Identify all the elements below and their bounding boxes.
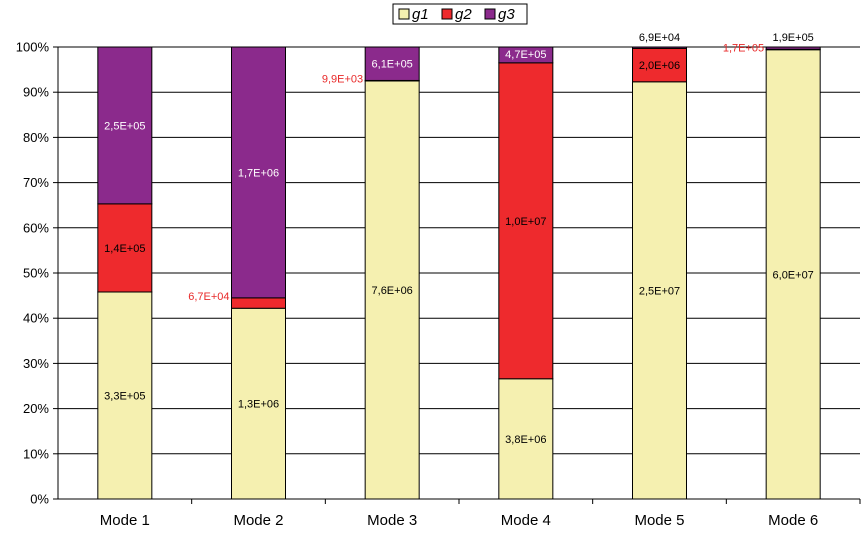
- legend-swatch-g3: [484, 8, 496, 20]
- bar-segment-g1: [498, 378, 554, 500]
- bar-segment-g3: [765, 46, 821, 50]
- y-tick-label: 90%: [23, 85, 49, 100]
- grid-lines: [58, 46, 860, 455]
- bar-segment-g1: [765, 49, 821, 500]
- y-tick-label: 20%: [23, 401, 49, 416]
- y-tick-label: 0%: [30, 492, 49, 507]
- legend-label-g3: g3: [498, 6, 515, 23]
- x-tick-label: Mode 4: [501, 512, 551, 529]
- bar-segment-g3: [97, 46, 153, 205]
- data-label: 1,3E+06: [238, 399, 279, 411]
- x-tick-label: Mode 2: [233, 512, 283, 529]
- bars: [97, 46, 821, 500]
- x-axis: Mode 1 Mode 2 Mode 3 Mode 4 Mode 5 Mode 6: [58, 498, 861, 529]
- data-label: 1,0E+07: [505, 216, 546, 228]
- data-label: 1,4E+05: [104, 243, 145, 255]
- data-label: 9,9E+03: [322, 73, 363, 85]
- y-tick-label: 40%: [23, 311, 49, 326]
- data-label: 1,9E+05: [773, 32, 814, 44]
- y-tick-label: 100%: [16, 40, 50, 55]
- legend: g1 g2 g3: [392, 3, 528, 25]
- y-tick-label: 60%: [23, 220, 49, 235]
- legend-label-g1: g1: [412, 6, 429, 23]
- y-tick-label: 80%: [23, 130, 49, 145]
- data-label: 2,5E+05: [104, 120, 145, 132]
- data-label: 4,7E+05: [505, 49, 546, 61]
- data-label: 3,8E+06: [505, 434, 546, 446]
- bar-segment-g2: [632, 47, 687, 83]
- data-label: 2,5E+07: [639, 285, 680, 297]
- data-label: 6,1E+05: [372, 59, 413, 71]
- data-label: 2,0E+06: [639, 60, 680, 72]
- bar-segment-g2: [97, 203, 153, 293]
- bar-segment-g2: [231, 297, 286, 309]
- x-tick-label: Mode 6: [768, 512, 818, 529]
- x-tick-label: Mode 3: [367, 512, 417, 529]
- x-tick-label: Mode 5: [634, 512, 684, 529]
- legend-label-g2: g2: [455, 6, 472, 23]
- data-label: 6,7E+04: [188, 291, 229, 303]
- data-labels: 3,3E+05 1,4E+05 2,5E+05 1,3E+06 6,7E+04 1,7E+…: [104, 32, 814, 446]
- y-axis: 0% 10% 20% 30% 40% 50% 60% 70% 80% 90% 100%: [16, 40, 59, 507]
- y-tick-label: 30%: [23, 356, 49, 371]
- data-label: 6,9E+04: [639, 32, 680, 44]
- data-label: 6,0E+07: [773, 269, 814, 281]
- y-tick-label: 70%: [23, 175, 49, 190]
- data-label: 3,3E+05: [104, 390, 145, 402]
- bar-segment-g3: [231, 46, 286, 299]
- bar-segment-g3: [632, 46, 687, 49]
- bar-segment-g3: [364, 46, 420, 81]
- y-tick-label: 10%: [23, 446, 49, 461]
- bar-segment-g3: [498, 46, 554, 64]
- data-label: 1,7E+05: [723, 42, 764, 54]
- bar-segment-g2: [498, 62, 554, 380]
- data-label: 1,7E+06: [238, 167, 279, 179]
- legend-swatch-g1: [398, 8, 410, 20]
- data-label: 7,6E+06: [372, 285, 413, 297]
- bar-segment-g1: [364, 80, 420, 500]
- y-tick-label: 50%: [23, 266, 49, 281]
- legend-swatch-g2: [441, 8, 453, 20]
- x-tick-label: Mode 1: [100, 512, 150, 529]
